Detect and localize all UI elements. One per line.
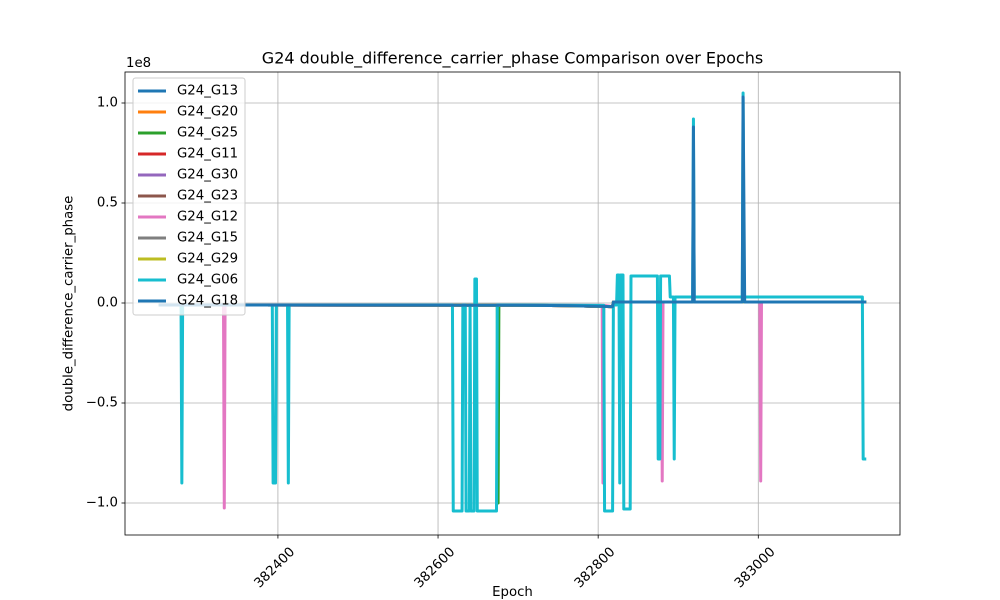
y-tick-label: 0.0: [97, 296, 118, 311]
legend-item: G24_G25: [138, 126, 238, 141]
y-offset-text: 1e8: [126, 56, 151, 71]
legend-label: G24_G23: [177, 189, 238, 204]
legend-item: G24_G11: [138, 147, 238, 162]
legend-label: G24_G18: [177, 294, 238, 309]
legend-item: G24_G13: [138, 84, 238, 99]
legend: G24_G13 G24_G20 G24_G25 G24_G11 G24_G30 G24_G…: [132, 77, 246, 316]
legend-label: G24_G20: [177, 105, 238, 120]
y-axis-label: double_difference_carrier_phase: [62, 196, 77, 412]
chart-title: G24 double_difference_carrier_phase Comp…: [262, 49, 763, 69]
legend-label: G24_G25: [177, 126, 238, 141]
legend-item: G24_G15: [138, 231, 238, 246]
legend-items: G24_G13 G24_G20 G24_G25 G24_G11 G24_G30 G24_G…: [138, 84, 238, 309]
y-axis: 1.0 0.5 0.0 −0.5 −1.0: [86, 96, 125, 511]
legend-item: G24_G18: [138, 294, 238, 309]
y-tick-label: −1.0: [86, 496, 118, 511]
y-tick-label: 1.0: [97, 96, 118, 111]
legend-label: G24_G06: [177, 273, 238, 288]
legend-item: G24_G29: [138, 252, 238, 267]
legend-label: G24_G12: [177, 210, 238, 225]
x-axis-label: Epoch: [492, 585, 533, 600]
legend-item: G24_G23: [138, 189, 238, 204]
plot-lines: [158, 91, 867, 513]
legend-frame: [132, 77, 246, 316]
legend-item: G24_G06: [138, 273, 238, 288]
legend-label: G24_G11: [177, 147, 238, 162]
legend-label: G24_G13: [177, 84, 238, 99]
y-tick-label: −0.5: [86, 396, 118, 411]
legend-item: G24_G20: [138, 105, 238, 120]
y-tick-label: 0.5: [97, 196, 118, 211]
legend-label: G24_G29: [177, 252, 238, 267]
legend-label: G24_G30: [177, 168, 238, 183]
legend-item: G24_G12: [138, 210, 238, 225]
legend-label: G24_G15: [177, 231, 238, 246]
legend-item: G24_G30: [138, 168, 238, 183]
series-line-g24-g18: [158, 95, 867, 309]
axes-frame: [124, 71, 901, 536]
series-line-g24-g06: [158, 91, 867, 513]
